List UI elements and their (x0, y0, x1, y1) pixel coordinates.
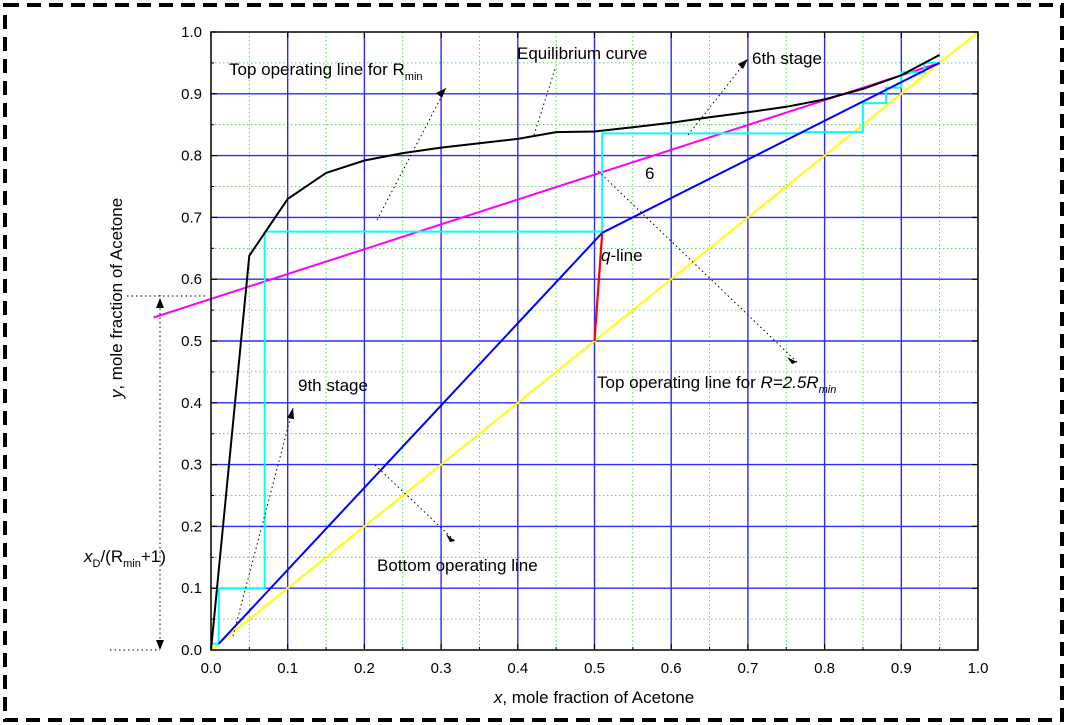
annotation-q-line: q-line (601, 246, 643, 265)
y-tick-label: 0.1 (181, 580, 202, 597)
annotation-sixth-stage: 6th stage (752, 49, 822, 68)
series-bottom (217, 232, 603, 645)
y-tick-label: 0.2 (181, 518, 202, 535)
x-tick-label: 0.7 (737, 660, 758, 677)
annotation-top-rmin: Top operating line for Rmin (229, 60, 423, 83)
y-tick-label: 0.8 (181, 148, 202, 165)
y-tick-label: 0.0 (181, 642, 202, 659)
annotation-leaders (110, 58, 798, 651)
x-tick-label: 0.6 (661, 660, 682, 677)
x-tick-label: 0.4 (507, 660, 528, 677)
x-tick-label: 0.0 (201, 660, 222, 677)
annotation-equilibrium: Equilibrium curve (517, 44, 647, 63)
x-tick-label: 1.0 (968, 660, 989, 677)
series-q-line (593, 232, 604, 342)
x-tick-label: 0.3 (431, 660, 452, 677)
y-tick-label: 0.9 (181, 86, 202, 103)
series-top-r25 (601, 62, 941, 234)
x-tick-label: 0.8 (814, 660, 835, 677)
y-tick-label: 0.6 (181, 271, 202, 288)
annotation-intercept: xD/(Rmin+1) (83, 547, 166, 570)
annotation-ninth-stage: 9th stage (298, 376, 368, 395)
y-tick-label: 0.3 (181, 457, 202, 474)
axis-ticks (210, 31, 979, 651)
x-axis-label: x, mole fraction of Acetone (493, 688, 694, 707)
annotation-bottom: Bottom operating line (377, 556, 538, 575)
annotation-arrowheads (156, 59, 797, 650)
y-axis-label: y, mole fraction of Acetone (107, 198, 126, 399)
y-tick-label: 0.7 (181, 209, 202, 226)
y-tick-label: 1.0 (181, 24, 202, 41)
tick-labels: 0.0 0.1 0.2 0.3 0.4 0.5 0.6 0.7 0.8 0.9 1.0 0.0 0.1 0… (181, 24, 988, 677)
y-tick-label: 0.5 (181, 333, 202, 350)
x-tick-label: 0.1 (277, 660, 298, 677)
annotation-stage-number: 6 (645, 164, 654, 183)
x-tick-label: 0.5 (584, 660, 605, 677)
series-top-rmin (153, 61, 940, 319)
series-layer (153, 31, 979, 651)
x-tick-label: 0.9 (891, 660, 912, 677)
x-tick-label: 0.2 (354, 660, 375, 677)
y-tick-label: 0.4 (181, 395, 202, 412)
dashed-border (3, 3, 1064, 722)
series-equilibrium (210, 54, 941, 651)
annotation-top-r25: Top operating line for R=2.5Rmin (597, 373, 836, 396)
